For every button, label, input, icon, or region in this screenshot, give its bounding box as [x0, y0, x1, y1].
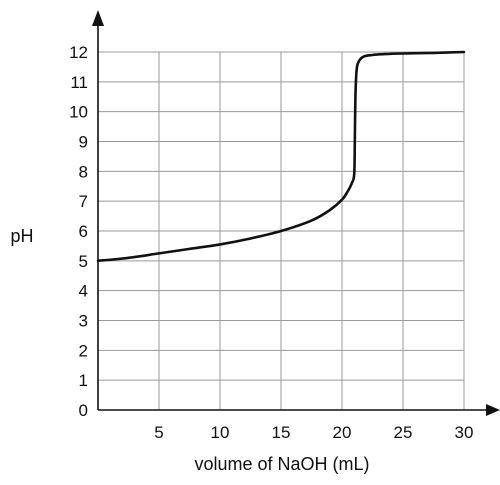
titration-curve [96, 50, 466, 263]
grid [98, 51, 465, 410]
axes [92, 10, 500, 416]
y-tick-label: 9 [79, 133, 88, 152]
y-tick-label: 12 [69, 43, 88, 62]
y-tick-label: 10 [69, 103, 88, 122]
x-tick-label: 25 [394, 423, 413, 442]
y-tick-label: 3 [79, 312, 88, 331]
y-tick-label: 5 [79, 252, 88, 271]
y-tick-label: 8 [79, 162, 88, 181]
y-axis-arrow-icon [92, 10, 104, 26]
y-tick-label: 2 [79, 341, 88, 360]
y-axis-title: pH [10, 226, 33, 246]
y-tick-label: 4 [79, 282, 88, 301]
series-group [96, 50, 466, 263]
y-tick-label: 6 [79, 222, 88, 241]
y-tick-label: 11 [70, 73, 88, 92]
x-tick-label: 5 [154, 423, 163, 442]
x-axis-title: volume of NaOH (mL) [194, 454, 369, 474]
y-tick-label: 7 [79, 192, 88, 211]
x-tick-label: 30 [455, 423, 474, 442]
x-axis-arrow-icon [486, 404, 500, 416]
x-tick-label: 20 [333, 423, 352, 442]
x-tick-label: 10 [211, 423, 230, 442]
y-tick-label: 1 [79, 371, 88, 390]
x-tick-label: 15 [272, 423, 291, 442]
y-tick-label: 0 [79, 401, 88, 420]
x-tick-labels: 5 10 15 20 25 30 [154, 423, 473, 442]
